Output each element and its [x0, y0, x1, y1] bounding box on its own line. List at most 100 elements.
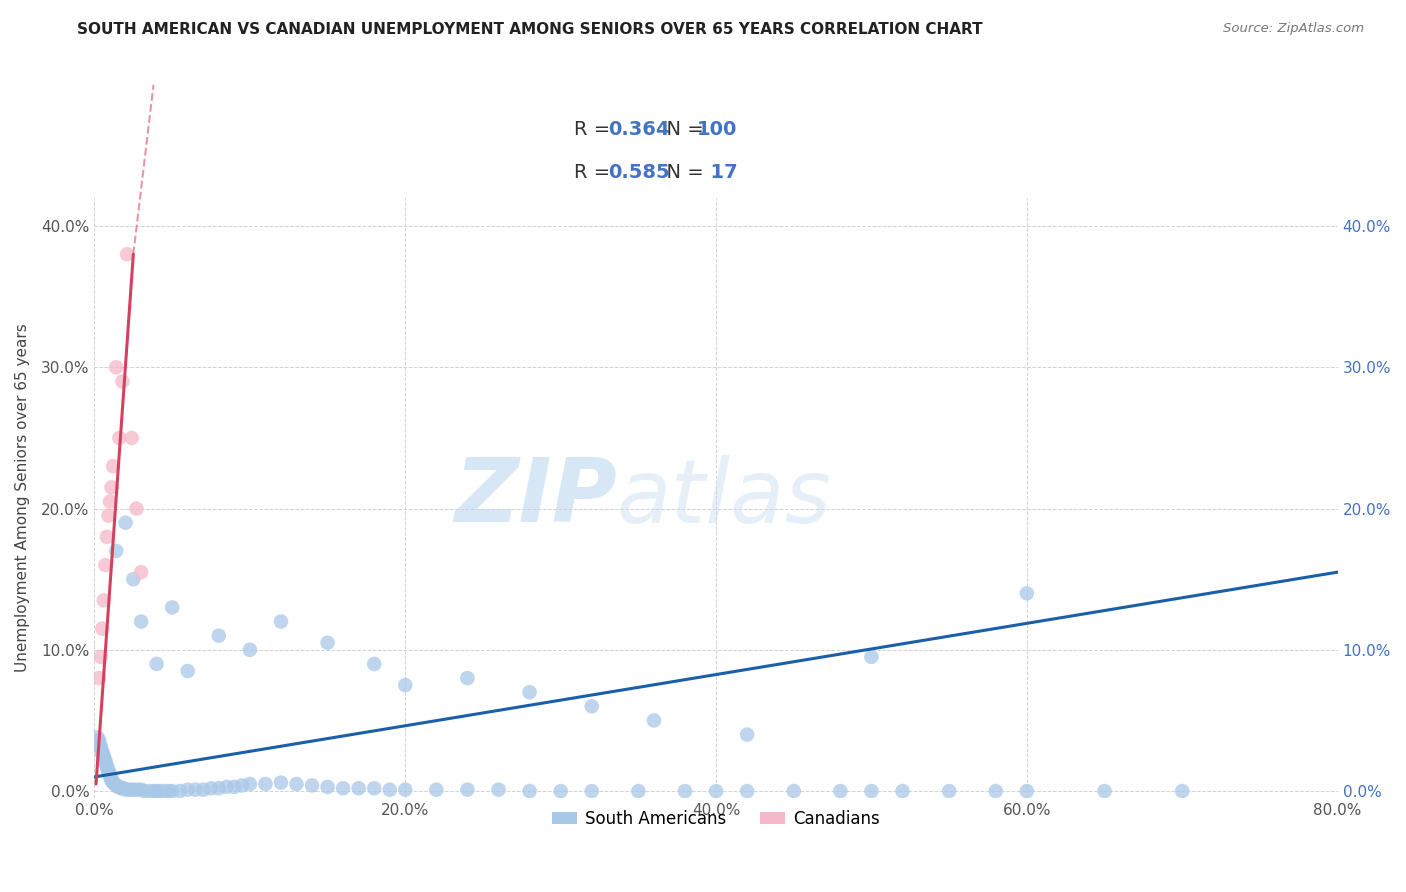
Text: atlas: atlas — [617, 455, 831, 541]
Point — [519, 685, 541, 699]
Text: 0.585: 0.585 — [607, 163, 669, 182]
Point — [1171, 784, 1194, 798]
Point — [98, 770, 121, 784]
Point — [200, 781, 222, 796]
Point — [89, 733, 111, 747]
Text: ZIP: ZIP — [454, 454, 617, 541]
Point — [138, 784, 160, 798]
Point — [105, 544, 128, 558]
Point — [97, 765, 120, 780]
Point — [394, 782, 416, 797]
Point — [157, 784, 180, 798]
Point — [100, 772, 122, 786]
Point — [134, 784, 156, 798]
Point — [160, 600, 183, 615]
Point — [394, 678, 416, 692]
Point — [184, 782, 207, 797]
Point — [581, 699, 603, 714]
Point — [363, 657, 385, 671]
Point — [239, 777, 262, 791]
Point — [91, 747, 114, 762]
Text: 17: 17 — [696, 163, 737, 182]
Point — [97, 763, 120, 777]
Point — [285, 777, 308, 791]
Y-axis label: Unemployment Among Seniors over 65 years: Unemployment Among Seniors over 65 years — [15, 324, 30, 673]
Point — [98, 494, 121, 508]
Point — [673, 784, 696, 798]
Point — [145, 657, 167, 671]
Legend: South Americans, Canadians: South Americans, Canadians — [546, 804, 887, 835]
Point — [91, 622, 114, 636]
Point — [108, 780, 131, 794]
Point — [224, 780, 246, 794]
Point — [550, 784, 572, 798]
Point — [830, 784, 852, 798]
Point — [270, 775, 292, 789]
Point — [177, 782, 200, 797]
Point — [125, 501, 148, 516]
Point — [316, 636, 339, 650]
Text: R =: R = — [574, 163, 617, 182]
Point — [121, 431, 143, 445]
Point — [208, 629, 231, 643]
Point — [270, 615, 292, 629]
Point — [627, 784, 650, 798]
Point — [169, 784, 191, 798]
Point — [938, 784, 960, 798]
Point — [860, 784, 883, 798]
Point — [101, 775, 124, 789]
Point — [456, 671, 478, 685]
Point — [108, 431, 131, 445]
Text: N =: N = — [654, 120, 710, 138]
Point — [149, 784, 172, 798]
Point — [153, 784, 176, 798]
Point — [115, 247, 138, 261]
Point — [316, 780, 339, 794]
Point — [735, 784, 758, 798]
Point — [93, 593, 115, 607]
Point — [1015, 784, 1038, 798]
Point — [89, 736, 111, 750]
Point — [239, 643, 262, 657]
Point — [93, 748, 115, 763]
Point — [704, 784, 727, 798]
Point — [86, 731, 108, 745]
Point — [96, 762, 118, 776]
Point — [90, 739, 112, 753]
Point — [122, 572, 145, 586]
Point — [254, 777, 277, 791]
Point — [891, 784, 914, 798]
Point — [110, 781, 132, 796]
Point — [860, 649, 883, 664]
Text: Source: ZipAtlas.com: Source: ZipAtlas.com — [1223, 22, 1364, 36]
Point — [735, 728, 758, 742]
Point — [347, 781, 370, 796]
Point — [96, 530, 118, 544]
Point — [1015, 586, 1038, 600]
Point — [100, 774, 122, 789]
Point — [111, 375, 134, 389]
Point — [94, 756, 117, 770]
Point — [984, 784, 1007, 798]
Point — [363, 781, 385, 796]
Point — [127, 782, 149, 797]
Point — [1094, 784, 1116, 798]
Point — [114, 516, 136, 530]
Point — [98, 767, 121, 781]
Point — [100, 480, 122, 494]
Text: R =: R = — [574, 120, 617, 138]
Point — [783, 784, 806, 798]
Point — [129, 782, 152, 797]
Point — [101, 459, 124, 474]
Point — [129, 615, 152, 629]
Point — [107, 780, 129, 794]
Point — [111, 781, 134, 796]
Point — [96, 758, 118, 772]
Point — [124, 782, 146, 797]
Point — [425, 782, 447, 797]
Point — [301, 779, 323, 793]
Text: 100: 100 — [696, 120, 737, 138]
Point — [90, 741, 112, 756]
Point — [231, 779, 253, 793]
Point — [129, 565, 152, 579]
